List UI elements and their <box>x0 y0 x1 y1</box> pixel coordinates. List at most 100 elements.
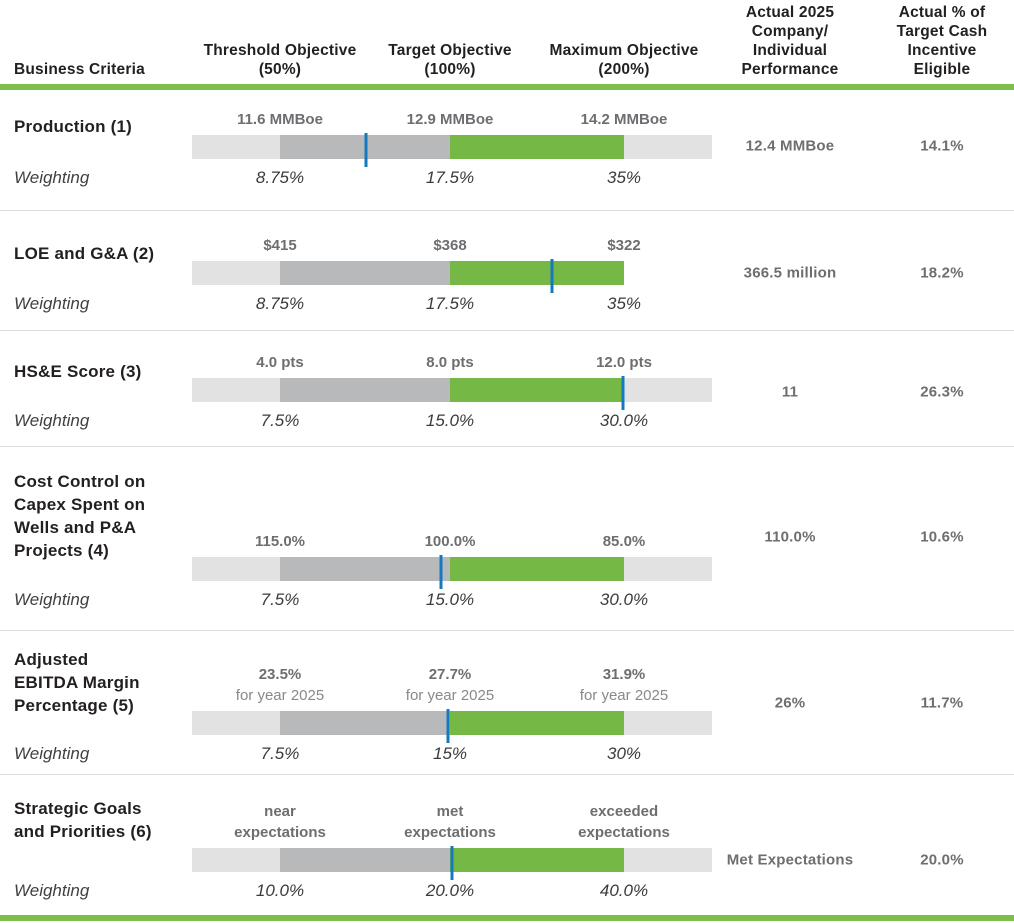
actual-performance-value: 366.5 million <box>743 264 837 282</box>
bullet-bar <box>192 133 712 167</box>
row-cost-control: Cost Control on Capex Spent on Wells and… <box>0 447 1014 631</box>
weighting-threshold: 8.75% <box>255 168 305 187</box>
row-ebitda-margin: Adjusted EBITDA Margin Percentage (5) We… <box>0 631 1014 775</box>
target-value: 12.9 MMBoe <box>406 111 494 128</box>
weighting-threshold: 7.5% <box>260 744 300 763</box>
actual-performance-value: 11 <box>781 383 799 401</box>
eligible-percent-value: 11.7% <box>920 694 964 712</box>
actual-performance-marker <box>439 555 443 589</box>
footer-green-rule <box>0 915 1014 921</box>
weighting-target: 15.0% <box>425 411 475 430</box>
weighting-maximum: 30.0% <box>599 411 649 430</box>
below-threshold-segment <box>192 848 280 872</box>
eligible-percent-value: 26.3% <box>920 383 964 401</box>
objective-bar-area: 23.5% for year 2025 27.7% for year 2025 31… <box>192 631 712 774</box>
eligible-percent-value: 14.1% <box>920 137 964 155</box>
maximum-value: exceeded expectations <box>578 803 670 841</box>
maximum-value: $322 <box>607 237 641 254</box>
header-target-objective: Target Objective (100%) <box>388 42 512 78</box>
actual-performance-marker <box>364 133 368 167</box>
eligible-percent-value: 20.0% <box>920 851 964 869</box>
above-maximum-segment <box>623 557 712 581</box>
row-strategic-goals: Strategic Goals and Priorities (6) Weigh… <box>0 775 1014 915</box>
weighting-label: Weighting <box>14 590 90 609</box>
row-loe-and-ga: LOE and G&A (2) Weighting $415 $368 $322… <box>0 211 1014 331</box>
weighting-target: 20.0% <box>425 881 475 900</box>
above-maximum-segment <box>623 711 712 735</box>
target-subtext: for year 2025 <box>405 687 495 704</box>
header-actual-pct-eligible: Actual % of Target Cash Incentive Eligib… <box>896 4 988 78</box>
criteria-title: Production (1) <box>14 117 133 136</box>
eligible-percent-value: 18.2% <box>920 264 964 282</box>
threshold-value: 4.0 pts <box>256 354 304 371</box>
target-to-maximum-segment <box>449 557 624 581</box>
threshold-to-target-segment <box>279 261 450 285</box>
weighting-label: Weighting <box>14 411 90 430</box>
objective-bar-area: 115.0% 100.0% 85.0% 7.5% 15.0% 30.0% <box>192 447 712 630</box>
header-threshold-objective: Threshold Objective (50%) <box>203 42 357 78</box>
target-value: 100.0% <box>424 533 476 550</box>
criteria-title: Cost Control on Capex Spent on Wells and… <box>14 472 146 560</box>
actual-performance-value: 12.4 MMBoe <box>745 137 835 155</box>
maximum-value: 85.0% <box>602 533 646 550</box>
threshold-value: near expectations <box>234 803 326 841</box>
target-value: $368 <box>433 237 467 254</box>
actual-performance-value: 26% <box>774 694 806 712</box>
weighting-threshold: 8.75% <box>255 294 305 313</box>
actual-performance-marker <box>450 846 454 880</box>
row-hse-score: HS&E Score (3) Weighting 4.0 pts 8.0 pts… <box>0 331 1014 447</box>
threshold-value: 115.0% <box>254 533 306 550</box>
threshold-value: 23.5% for year 2025 <box>190 664 370 706</box>
actual-performance-marker <box>621 376 625 410</box>
threshold-subtext: for year 2025 <box>235 687 325 704</box>
target-to-maximum-segment <box>449 378 624 402</box>
weighting-maximum: 35% <box>606 294 642 313</box>
weighting-threshold: 7.5% <box>260 411 300 430</box>
weighting-maximum: 35% <box>606 168 642 187</box>
weighting-label: Weighting <box>14 294 90 313</box>
actual-performance-value: Met Expectations <box>726 851 854 869</box>
below-threshold-segment <box>192 557 280 581</box>
criteria-title: Strategic Goals and Priorities (6) <box>14 799 152 841</box>
target-to-maximum-segment <box>449 261 624 285</box>
target-to-maximum-segment <box>449 848 624 872</box>
maximum-value: 12.0 pts <box>596 354 652 371</box>
weighting-label: Weighting <box>14 881 90 900</box>
threshold-to-target-segment <box>279 378 450 402</box>
bullet-bar <box>192 555 712 589</box>
bullet-bar <box>192 259 712 293</box>
objective-bar-area: 11.6 MMBoe 12.9 MMBoe 14.2 MMBoe 8.75% 1… <box>192 92 712 210</box>
below-threshold-segment <box>192 711 280 735</box>
objective-bar-area: near expectations met expectations excee… <box>192 775 712 915</box>
bullet-bar <box>192 846 712 880</box>
above-maximum-segment <box>623 848 712 872</box>
criteria-title: LOE and G&A (2) <box>14 244 155 263</box>
target-value: 27.7% for year 2025 <box>360 664 540 706</box>
target-value: met expectations <box>404 803 496 841</box>
header-maximum-objective: Maximum Objective (200%) <box>549 42 699 78</box>
eligible-percent-value: 10.6% <box>920 528 964 546</box>
target-to-maximum-segment <box>449 711 624 735</box>
actual-performance-marker <box>550 259 554 293</box>
weighting-threshold: 10.0% <box>255 881 305 900</box>
bullet-bar <box>192 709 712 743</box>
header-actual-performance: Actual 2025 Company/ Individual Performa… <box>741 4 839 78</box>
above-maximum-segment <box>623 378 712 402</box>
above-maximum-segment <box>623 135 712 159</box>
threshold-to-target-segment <box>279 557 450 581</box>
maximum-subtext: for year 2025 <box>579 687 669 704</box>
criteria-title: Adjusted EBITDA Margin Percentage (5) <box>14 650 140 715</box>
row-production: Production (1) Weighting 11.6 MMBoe 12.9… <box>0 92 1014 211</box>
weighting-label: Weighting <box>14 744 90 763</box>
actual-performance-marker <box>446 709 450 743</box>
weighting-target: 15% <box>432 744 468 763</box>
criteria-title: HS&E Score (3) <box>14 362 142 381</box>
objective-bar-area: 4.0 pts 8.0 pts 12.0 pts 7.5% 15.0% 30.0… <box>192 331 712 446</box>
below-threshold-segment <box>192 261 280 285</box>
threshold-value: 11.6 MMBoe <box>237 111 323 128</box>
threshold-to-target-segment <box>279 848 450 872</box>
bullet-bar <box>192 376 712 410</box>
weighting-maximum: 40.0% <box>599 881 649 900</box>
header-business-criteria: Business Criteria <box>14 61 145 78</box>
